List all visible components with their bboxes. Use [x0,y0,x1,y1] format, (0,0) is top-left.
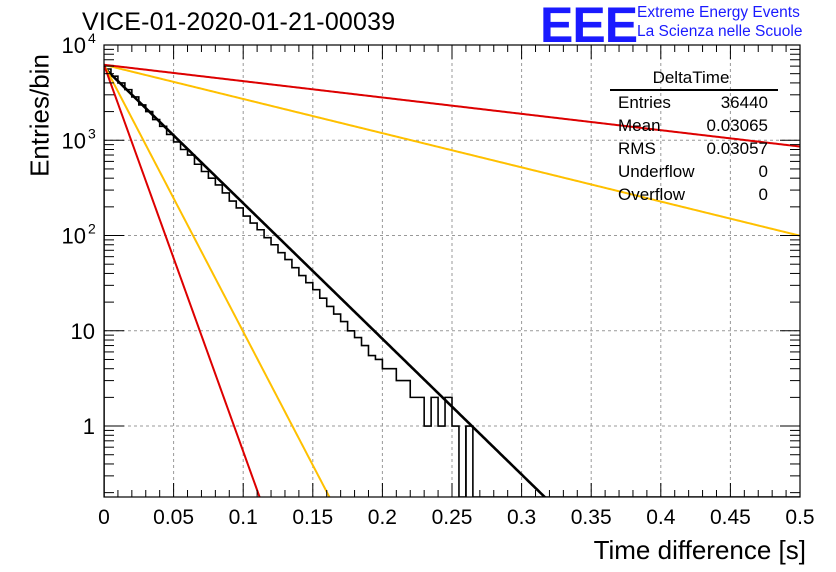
stats-label: RMS [618,139,656,158]
logo-line-1: Extreme Energy Events [637,4,800,21]
stats-title: DeltaTime [652,68,730,87]
x-tick-label: 0.05 [153,506,194,529]
x-tick-label: 0 [98,506,110,529]
eee-logo: EEE [540,0,638,53]
reference-curve [104,64,331,497]
x-tick-label: 0.4 [646,506,676,529]
stats-label: Mean [618,116,661,135]
stats-underline [610,89,778,91]
stats-label: Underflow [618,162,695,181]
x-tick-label: 0.45 [710,506,751,529]
stats-row: Mean 0.03065 [610,114,778,137]
y-tick-label: 1 [83,414,95,439]
fit-curve [104,66,547,497]
y-axis-title: Entries/bin [24,54,55,177]
reference-curve [104,63,800,148]
stats-label: Entries [618,93,671,112]
y-tick-exponent: 3 [88,125,96,141]
x-tick-label: 0.1 [229,506,258,529]
reference-curve [104,63,800,237]
y-tick-label: 10 [71,319,95,344]
stats-row: Overflow 0 [610,183,778,206]
reference-curve [104,64,261,497]
x-tick-label: 0.15 [292,506,333,529]
stats-row: Entries 36440 [610,91,778,114]
y-tick-label: 10 [62,33,86,58]
stats-value: 0.03065 [706,116,768,135]
stats-label: Overflow [618,185,686,204]
stats-value: 0 [758,185,768,204]
stats-value: 0 [758,162,768,181]
logo-line-2: La Scienza nelle Scuole [637,23,803,40]
stats-row: Underflow 0 [610,160,778,183]
y-tick-exponent: 2 [88,221,96,237]
x-tick-label: 0.25 [432,506,473,529]
stats-row: RMS 0.03057 [610,137,778,160]
y-tick-label: 10 [62,128,86,153]
x-tick-label: 0.5 [785,506,814,529]
x-tick-label: 0.2 [368,506,397,529]
histogram-outline [104,68,800,497]
y-tick-label: 10 [62,224,86,249]
x-axis-title: Time difference [s] [593,535,806,565]
stats-value: 0.03057 [706,139,768,158]
x-tick-label: 0.3 [507,506,536,529]
stats-box: DeltaTime Entries 36440 Mean 0.03065 RMS 0.… [610,68,778,206]
stats-value: 36440 [720,93,768,112]
chart-title: VICE-01-2020-01-21-00039 [82,8,396,36]
y-tick-exponent: 4 [88,30,96,46]
x-tick-label: 0.35 [571,506,612,529]
